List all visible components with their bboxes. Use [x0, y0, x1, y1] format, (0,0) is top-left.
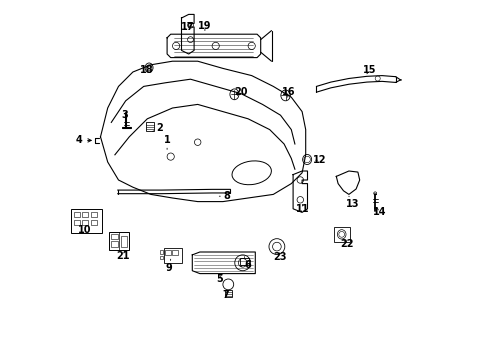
Text: 14: 14	[372, 207, 386, 217]
Bar	[160, 256, 163, 259]
Text: 7: 7	[222, 290, 229, 300]
Bar	[71, 209, 102, 233]
Bar	[111, 241, 118, 247]
Text: 9: 9	[165, 259, 172, 273]
Bar	[74, 220, 80, 225]
Text: 5: 5	[216, 274, 222, 284]
Bar	[333, 227, 349, 242]
Bar	[240, 258, 248, 265]
Text: 16: 16	[281, 87, 295, 97]
Text: 1: 1	[163, 135, 170, 149]
Bar	[82, 212, 88, 217]
Bar	[172, 250, 178, 255]
Text: 3: 3	[122, 110, 128, 120]
Text: 6: 6	[241, 260, 251, 270]
Text: 11: 11	[295, 204, 309, 214]
Bar	[121, 236, 127, 247]
Text: 4: 4	[75, 135, 88, 145]
Bar	[165, 250, 170, 255]
Text: 12: 12	[313, 155, 326, 165]
Text: 8: 8	[219, 191, 229, 201]
Bar	[109, 232, 129, 250]
Text: 18: 18	[140, 65, 153, 75]
Text: 17: 17	[181, 22, 194, 32]
Bar	[163, 248, 182, 263]
Bar	[145, 122, 153, 131]
Bar	[82, 220, 88, 225]
Bar	[224, 290, 231, 297]
Bar	[74, 212, 80, 217]
Text: 21: 21	[116, 251, 129, 261]
Text: 22: 22	[340, 239, 353, 249]
Bar	[160, 250, 163, 254]
Bar	[91, 212, 97, 217]
Text: 2: 2	[152, 123, 163, 133]
Text: 20: 20	[234, 87, 247, 97]
Text: 19: 19	[198, 21, 211, 31]
Bar	[91, 220, 97, 225]
Text: 10: 10	[78, 225, 91, 235]
Text: 15: 15	[362, 65, 376, 75]
Text: 23: 23	[273, 252, 286, 262]
Text: 13: 13	[345, 196, 359, 210]
Bar	[111, 234, 118, 239]
